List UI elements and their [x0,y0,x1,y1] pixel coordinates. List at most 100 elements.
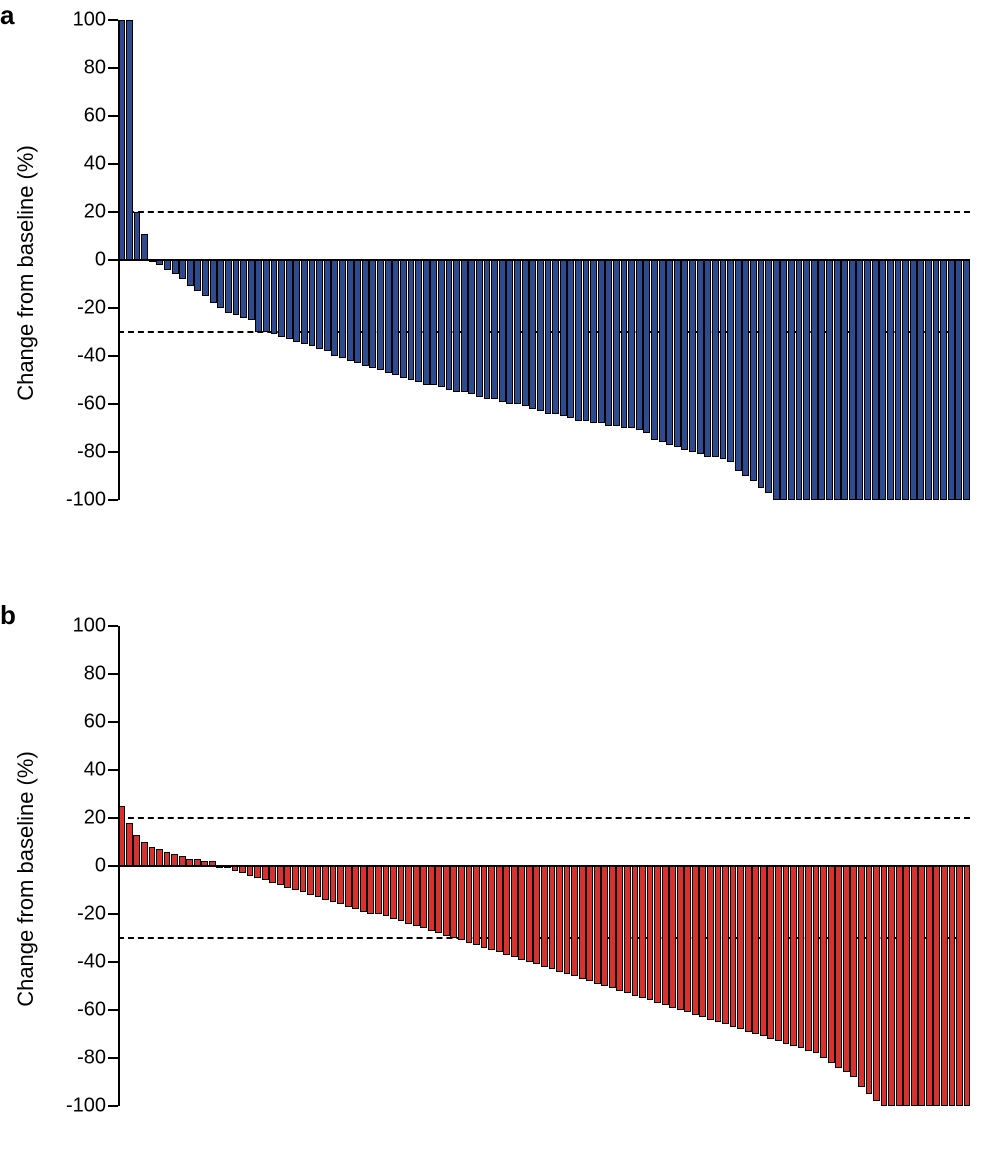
bar-rect [286,260,293,339]
bar-rect [926,866,933,1106]
bar-rect [225,260,232,313]
bar-rect [820,866,827,1058]
bar-rect [579,866,586,979]
y-tick [108,403,118,405]
y-tick [108,163,118,165]
bar-rect [834,260,841,500]
y-tick [108,355,118,357]
bar-rect [518,866,525,960]
bar-rect [187,260,194,286]
bar-rect [720,260,727,459]
bar-rect [917,260,924,500]
bar-rect [727,260,734,462]
bar-rect [586,866,593,981]
bar-rect [849,260,856,500]
bar-rect [307,866,314,895]
bar-rect [850,866,857,1077]
bar-rect [247,866,254,876]
bar-rect [598,260,605,423]
bar-rect [458,866,465,940]
bar-rect [583,260,590,421]
bar-rect [775,866,782,1041]
panel-b-plot [118,626,970,1106]
bar-rect [377,260,384,370]
bar-rect [503,866,510,955]
bar-rect [179,260,186,279]
bar-rect [488,866,495,950]
bar-rect [564,866,571,974]
bar-rect [347,260,354,361]
bar-rect [594,866,601,984]
bar-rect [712,260,719,457]
bar-rect [887,260,894,500]
y-tick-label: 60 [84,711,106,734]
bar-rect [172,260,179,274]
bar-rect [484,260,491,399]
y-tick-label: 100 [73,9,106,32]
bar-rect [864,260,871,500]
bar-rect [704,260,711,457]
bar-rect [149,847,156,866]
bar-rect [643,260,650,433]
bar-rect [750,260,757,481]
bar-rect [730,866,737,1027]
bar-rect [677,866,684,1010]
y-tick-label: 60 [84,105,106,128]
bar-rect [315,866,322,897]
bar-rect [866,866,873,1094]
bar-rect [533,866,540,964]
bar-rect [254,866,261,878]
bar-rect [567,260,574,418]
bar-rect [354,260,361,363]
bar-rect [841,260,848,500]
bar-rect [499,260,506,402]
y-tick-label: 0 [95,855,106,878]
bar-rect [697,260,704,454]
bar-rect [872,260,879,500]
bar-rect [669,866,676,1008]
bar-rect [933,260,940,500]
bar-rect [202,260,209,296]
bar-rect [345,866,352,907]
bar-rect [362,260,369,366]
bar-rect [765,260,772,493]
bar-rect [529,260,536,409]
bar-rect [955,260,962,500]
y-tick [108,115,118,117]
y-tick-label: -80 [77,1047,106,1070]
bar-rect [164,260,171,270]
bar-rect [453,260,460,392]
bar-rect [933,866,940,1106]
bar-rect [758,260,765,488]
bar-rect [324,260,331,351]
y-tick [108,211,118,213]
bar-rect [405,866,412,924]
bar-rect [233,260,240,315]
bar-rect [269,866,276,883]
y-tick-label: -60 [77,393,106,416]
bar-rect [194,260,201,291]
bar-rect [654,866,661,1003]
bar-rect [248,260,255,320]
y-tick-label: 40 [84,759,106,782]
bar-rect [918,866,925,1106]
bar-rect [742,260,749,476]
y-tick [108,259,118,261]
bar-rect [773,260,780,500]
bar-rect [722,866,729,1024]
bar-rect [126,20,133,260]
y-tick [108,451,118,453]
bar-rect [473,866,480,945]
bar-rect [575,260,582,421]
bar-rect [413,866,420,926]
bar-rect [601,866,608,986]
bar-rect [873,866,880,1101]
bar-rect [309,260,316,346]
bar-rect [798,866,805,1048]
y-tick-label: -20 [77,903,106,926]
bar-rect [443,866,450,936]
bar-rect [496,866,503,952]
bar-rect [537,260,544,411]
panel-a-plot [118,20,970,500]
bar-rect [881,866,888,1106]
